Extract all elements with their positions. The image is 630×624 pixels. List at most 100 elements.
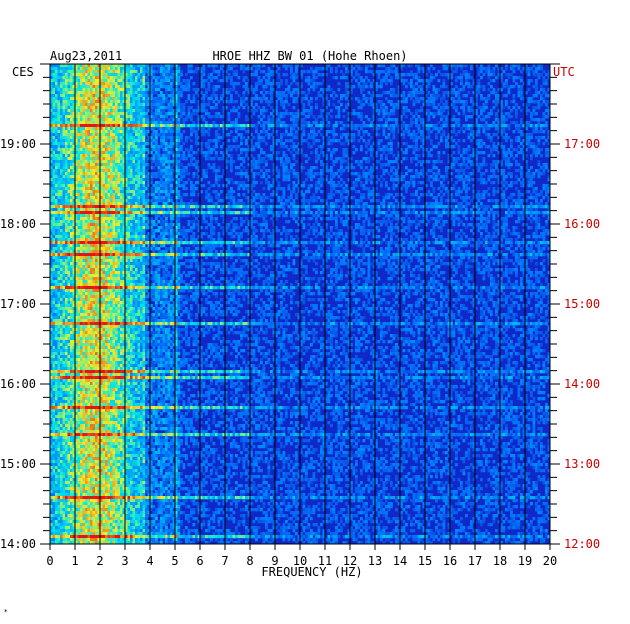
- heat-cell: [415, 154, 418, 158]
- heat-cell: [177, 82, 181, 86]
- heat-cell: [157, 79, 161, 83]
- heat-cell: [200, 184, 203, 188]
- heat-cell: [265, 73, 268, 77]
- heat-cell: [107, 64, 111, 68]
- heat-cell: [357, 115, 361, 119]
- heat-cell: [252, 109, 256, 113]
- heat-cell: [122, 127, 126, 131]
- heat-cell: [532, 127, 536, 131]
- heat-cell: [262, 64, 266, 68]
- heat-cell: [547, 136, 551, 140]
- heat-cell: [95, 106, 98, 110]
- heat-cell: [350, 121, 353, 125]
- heat-cell: [60, 130, 63, 134]
- heat-cell: [100, 70, 103, 74]
- heat-cell: [147, 115, 151, 119]
- heat-cell: [162, 97, 166, 101]
- heat-cell: [375, 127, 378, 131]
- heat-cell: [532, 130, 536, 134]
- heat-cell: [332, 172, 336, 176]
- heat-cell: [537, 136, 541, 140]
- heat-cell: [512, 94, 516, 98]
- heat-cell: [167, 172, 171, 176]
- heat-cell: [60, 64, 63, 68]
- heat-cell: [82, 175, 86, 179]
- heat-cell: [190, 139, 193, 143]
- heat-cell: [425, 172, 428, 176]
- heat-cell: [412, 139, 416, 143]
- heat-cell: [117, 124, 121, 128]
- heat-cell: [92, 79, 96, 83]
- heat-cell: [55, 106, 58, 110]
- heat-cell: [367, 97, 371, 101]
- heat-cell: [205, 172, 208, 176]
- heat-cell: [100, 76, 103, 80]
- heat-cell: [132, 97, 136, 101]
- heat-cell: [170, 121, 173, 125]
- heat-cell: [152, 145, 156, 149]
- heat-cell: [90, 130, 93, 134]
- heat-cell: [50, 136, 53, 140]
- heat-cell: [70, 166, 73, 170]
- heat-cell: [160, 166, 163, 170]
- heat-cell: [202, 82, 206, 86]
- heat-cell: [57, 163, 61, 167]
- heat-cell: [410, 121, 413, 125]
- heat-cell: [130, 82, 133, 86]
- heat-cell: [105, 154, 108, 158]
- heat-cell: [467, 133, 471, 137]
- heat-cell: [167, 94, 171, 98]
- heat-cell: [60, 139, 63, 143]
- heat-cell: [202, 100, 206, 104]
- heat-cell: [102, 118, 106, 122]
- heat-cell: [60, 124, 63, 128]
- heat-cell: [62, 160, 66, 164]
- heat-cell: [92, 127, 96, 131]
- heat-cell: [332, 181, 336, 185]
- heat-cell: [295, 151, 298, 155]
- heat-cell: [207, 100, 211, 104]
- heat-cell: [117, 112, 121, 116]
- heat-cell: [545, 148, 548, 152]
- heat-cell: [387, 172, 391, 176]
- heat-cell: [462, 130, 466, 134]
- heat-cell: [165, 85, 168, 89]
- heat-cell: [312, 130, 316, 134]
- heat-cell: [172, 178, 176, 182]
- heat-cell: [415, 64, 418, 68]
- heat-cell: [462, 169, 466, 173]
- heat-cell: [310, 175, 313, 179]
- heat-cell: [500, 130, 503, 134]
- heat-cell: [85, 172, 88, 176]
- heat-cell: [215, 70, 218, 74]
- heat-cell: [462, 160, 466, 164]
- heat-cell: [450, 124, 453, 128]
- heat-cell: [160, 157, 163, 161]
- heat-cell: [110, 97, 113, 101]
- heat-cell: [162, 94, 166, 98]
- heat-cell: [52, 76, 56, 80]
- heat-cell: [297, 175, 301, 179]
- heat-cell: [145, 184, 148, 188]
- heat-cell: [50, 88, 53, 92]
- heat-cell: [120, 100, 123, 104]
- heat-cell: [80, 91, 83, 95]
- heat-cell: [300, 133, 303, 137]
- heat-cell: [140, 88, 143, 92]
- heat-cell: [235, 70, 238, 74]
- heat-cell: [92, 109, 96, 113]
- heat-cell: [100, 106, 103, 110]
- heat-cell: [87, 136, 91, 140]
- heat-cell: [117, 91, 121, 95]
- heat-cell: [520, 166, 523, 170]
- heat-cell: [120, 94, 123, 98]
- heat-cell: [110, 106, 113, 110]
- heat-cell: [62, 127, 66, 131]
- heat-cell: [547, 88, 551, 92]
- heat-cell: [462, 181, 466, 185]
- heat-cell: [100, 163, 103, 167]
- heat-cell: [150, 100, 153, 104]
- heat-cell: [377, 139, 381, 143]
- heat-cell: [522, 178, 526, 182]
- heat-cell: [110, 133, 113, 137]
